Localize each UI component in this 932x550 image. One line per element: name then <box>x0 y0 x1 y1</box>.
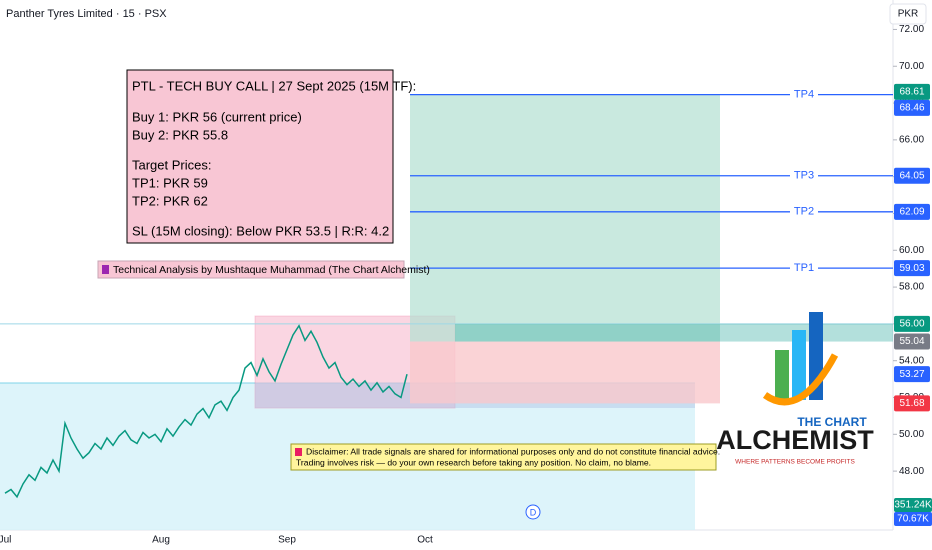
price-badge-label: 53.27 <box>899 369 924 380</box>
disclaimer-box <box>290 443 717 471</box>
target-label: TP2 <box>794 206 814 218</box>
price-badge-label: 62.09 <box>899 206 924 217</box>
event-marker-label: D <box>530 507 537 517</box>
target-label-bg <box>790 87 818 102</box>
callout-box <box>126 69 394 244</box>
credit-icon <box>102 265 109 274</box>
target-label: TP4 <box>794 88 814 100</box>
callout-line: Target Prices: <box>132 157 211 172</box>
volume-badge <box>894 512 932 526</box>
price-badge <box>894 260 930 277</box>
y-tick-label: 50.00 <box>899 429 924 440</box>
volume-badge-label: 351.24K <box>894 500 932 511</box>
disclaimer-line: Disclaimer: All trade signals are shared… <box>306 446 720 456</box>
logo-bar <box>775 350 789 400</box>
credit-box <box>97 260 405 279</box>
y-tick-label: 60.00 <box>899 245 924 256</box>
loss-zone <box>410 341 720 404</box>
price-badge <box>894 395 930 412</box>
volume-badge <box>894 498 932 512</box>
event-marker <box>525 504 541 520</box>
logo-main: ALCHEMIST <box>716 425 874 455</box>
target-label: TP1 <box>794 262 814 274</box>
callout-line: Buy 1: PKR 56 (current price) <box>132 109 302 124</box>
price-badge-label: 59.03 <box>899 263 924 274</box>
price-badge <box>894 203 930 220</box>
y-tick-label: 66.00 <box>899 135 924 146</box>
price-badge-label: 51.68 <box>899 398 924 409</box>
price-badge <box>894 167 930 184</box>
callout-line: TP1: PKR 59 <box>132 175 208 190</box>
y-tick-label: 58.00 <box>899 282 924 293</box>
logo-swoosh <box>762 353 839 406</box>
price-badge <box>894 366 930 383</box>
price-badge <box>894 315 930 332</box>
target-label-bg <box>790 204 818 219</box>
callout-line: Buy 2: PKR 55.8 <box>132 127 228 142</box>
profit-zone <box>410 94 720 342</box>
chart-title: Panther Tyres Limited · 15 · PSX <box>6 8 167 20</box>
target-label-bg <box>790 168 818 183</box>
x-tick-label: Oct <box>417 535 433 546</box>
x-tick-label: Jul <box>0 535 11 546</box>
target-label: TP3 <box>794 170 814 182</box>
x-tick-label: Aug <box>152 535 170 546</box>
target-label-bg <box>790 261 818 276</box>
logo-bar <box>792 330 806 400</box>
y-tick-label: 70.00 <box>899 61 924 72</box>
price-line <box>4 324 408 499</box>
volume-badge-label: 70.67K <box>897 514 929 525</box>
callout-line: SL (15M closing): Below PKR 53.5 | R:R: … <box>132 223 389 238</box>
price-badge-label: 68.46 <box>899 102 924 113</box>
credit: Technical Analysis by Mushtaque Muhammad… <box>113 264 430 276</box>
price-badge <box>894 83 930 100</box>
price-badge-label: 64.05 <box>899 170 924 181</box>
y-tick-label: 72.00 <box>899 24 924 35</box>
price-badge <box>894 333 930 350</box>
logo-tagline: WHERE PATTERNS BECOME PROFITS <box>735 459 855 466</box>
y-tick-label: 54.00 <box>899 355 924 366</box>
callout-line: PTL - TECH BUY CALL | 27 Sept 2025 (15M … <box>132 78 416 93</box>
price-badge-label: 55.04 <box>899 336 924 347</box>
y-tick-label: 48.00 <box>899 466 924 477</box>
disclaimer-line: Trading involves risk — do your own rese… <box>296 457 651 467</box>
price-badge <box>894 99 930 116</box>
disclaimer-icon <box>295 448 302 456</box>
entry-band <box>455 323 893 342</box>
x-tick-label: Sep <box>278 535 296 546</box>
callout-line: TP2: PKR 62 <box>132 193 208 208</box>
logo-top: THE CHART <box>797 415 867 429</box>
currency-box <box>889 3 927 25</box>
price-badge-label: 68.61 <box>899 86 924 97</box>
currency: PKR <box>898 9 919 20</box>
price-badge-label: 56.00 <box>899 319 924 330</box>
